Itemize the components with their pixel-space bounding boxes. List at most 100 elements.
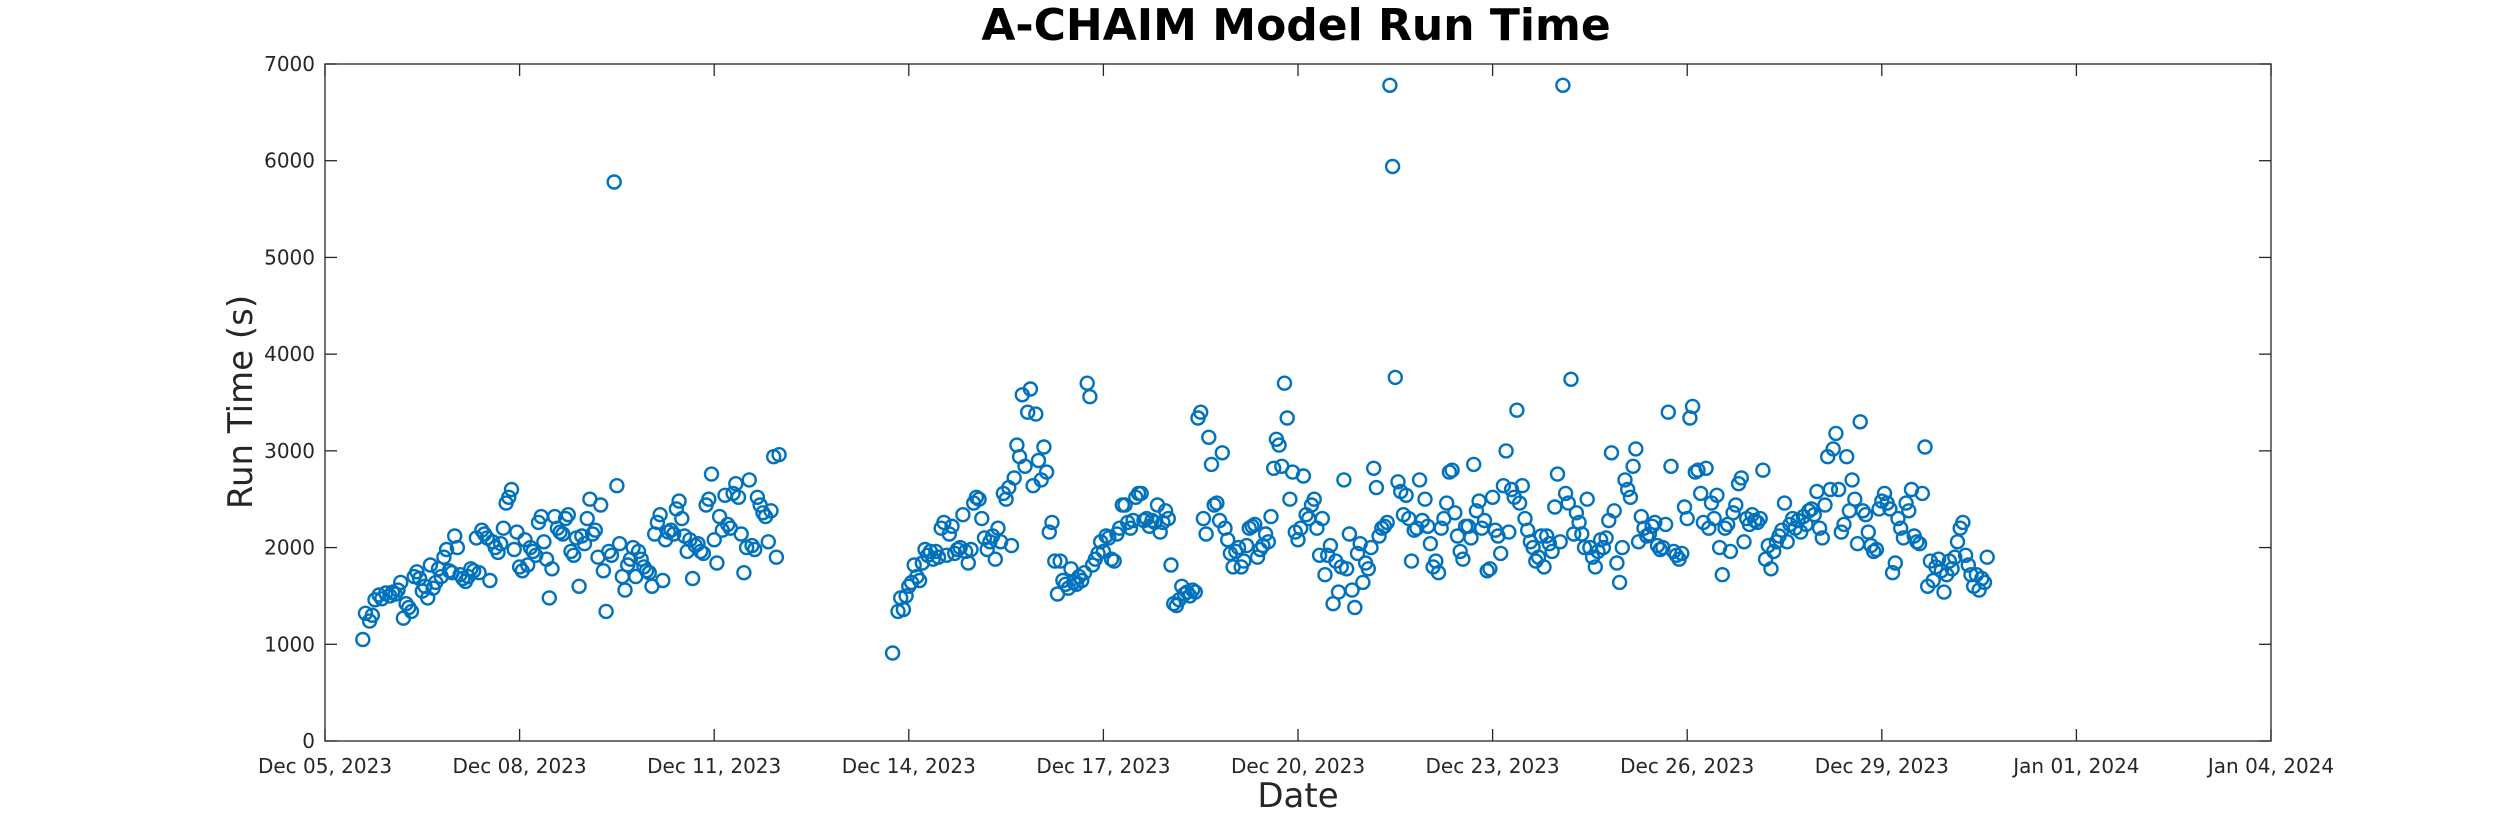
data-point: [1279, 410, 1295, 426]
data-point: [1492, 545, 1509, 562]
data-point: [1484, 489, 1501, 505]
data-point: [1417, 491, 1433, 507]
data-point: [1317, 567, 1333, 583]
data-point: [403, 603, 420, 620]
data-point: [771, 447, 787, 463]
data-point: [1209, 495, 1225, 511]
data-point: [709, 555, 725, 571]
data-point: [1722, 543, 1739, 560]
data-point: [1322, 537, 1339, 554]
data-point: [1822, 481, 1839, 498]
data-point: [1611, 574, 1628, 591]
data-point: [1814, 530, 1831, 546]
data-point: [652, 507, 668, 523]
data-point: [1038, 464, 1055, 480]
data-point: [1847, 491, 1863, 507]
data-point: [649, 514, 666, 531]
data-point: [1576, 539, 1593, 556]
data-point: [1160, 510, 1177, 527]
data-point: [1452, 543, 1468, 560]
data-point: [1979, 549, 1995, 565]
data-point: [1509, 402, 1525, 418]
data-point: [730, 489, 747, 505]
data-point: [1568, 505, 1585, 521]
data-point: [1338, 561, 1355, 577]
y-tick-label: 6000: [264, 149, 315, 173]
data-point: [493, 536, 509, 552]
data-point: [736, 565, 752, 581]
data-point: [1606, 503, 1622, 519]
data-point: [1468, 503, 1485, 519]
data-point: [1684, 398, 1701, 415]
data-point: [1479, 563, 1495, 579]
data-point: [1911, 536, 1928, 552]
data-point: [1622, 489, 1639, 505]
data-point: [1884, 565, 1901, 581]
data-point: [1152, 524, 1168, 540]
data-point: [701, 491, 717, 507]
data-point: [1698, 460, 1714, 476]
data-point: [971, 491, 987, 507]
data-point: [944, 518, 960, 534]
data-point: [1806, 507, 1822, 523]
data-point: [1403, 553, 1420, 569]
x-tick-label: Dec 26, 2023: [1620, 754, 1754, 778]
data-point: [1133, 485, 1149, 502]
data-point: [1736, 534, 1752, 550]
data-point: [1295, 468, 1312, 484]
data-point: [1387, 369, 1404, 386]
data-point: [1857, 507, 1874, 523]
data-point: [1557, 485, 1574, 502]
chart-title: A-CHAIM Model Run Time: [981, 0, 1610, 51]
data-point: [1476, 512, 1493, 529]
y-tick-label: 0: [302, 729, 315, 753]
data-point: [555, 526, 571, 542]
data-point: [1265, 460, 1282, 476]
data-point: [1960, 557, 1977, 573]
data-point: [1198, 526, 1214, 542]
data-point: [1828, 425, 1844, 442]
data-point: [1663, 458, 1679, 474]
data-point: [1398, 487, 1414, 503]
data-point: [544, 561, 560, 577]
data-point: [1674, 545, 1690, 562]
data-point: [463, 561, 479, 577]
data-point: [1444, 462, 1460, 478]
data-point: [471, 565, 487, 581]
x-tick-label: Dec 08, 2023: [453, 754, 587, 778]
data-point: [1617, 472, 1633, 488]
data-point: [1260, 534, 1277, 550]
data-point: [763, 503, 779, 519]
data-point: [1882, 501, 1898, 517]
data-point: [1187, 584, 1204, 600]
data-point: [566, 547, 582, 563]
data-point: [1106, 553, 1122, 569]
data-point: [1765, 543, 1782, 560]
data-point: [1514, 478, 1531, 494]
data-point: [963, 541, 979, 558]
data-point: [1006, 470, 1022, 486]
data-point: [1555, 77, 1571, 94]
data-point: [1282, 491, 1298, 507]
data-point: [422, 557, 439, 573]
data-point: [1095, 543, 1112, 560]
data-point: [1501, 524, 1517, 540]
data-point: [1363, 539, 1379, 556]
data-point: [503, 481, 520, 498]
data-point: [1271, 437, 1287, 453]
data-point: [1876, 485, 1893, 502]
x-tick-label: Dec 23, 2023: [1426, 754, 1560, 778]
y-axis-label: Run Time (s): [221, 295, 261, 509]
data-point: [1625, 458, 1641, 474]
data-point: [1230, 539, 1247, 556]
data-point: [1917, 439, 1933, 455]
data-point: [1898, 495, 1914, 511]
data-point: [571, 578, 587, 594]
data-point: [482, 572, 498, 589]
data-point: [1838, 449, 1855, 465]
data-point: [1447, 505, 1463, 521]
data-point: [1411, 472, 1428, 488]
data-point: [1044, 514, 1060, 531]
data-point: [1019, 404, 1036, 420]
